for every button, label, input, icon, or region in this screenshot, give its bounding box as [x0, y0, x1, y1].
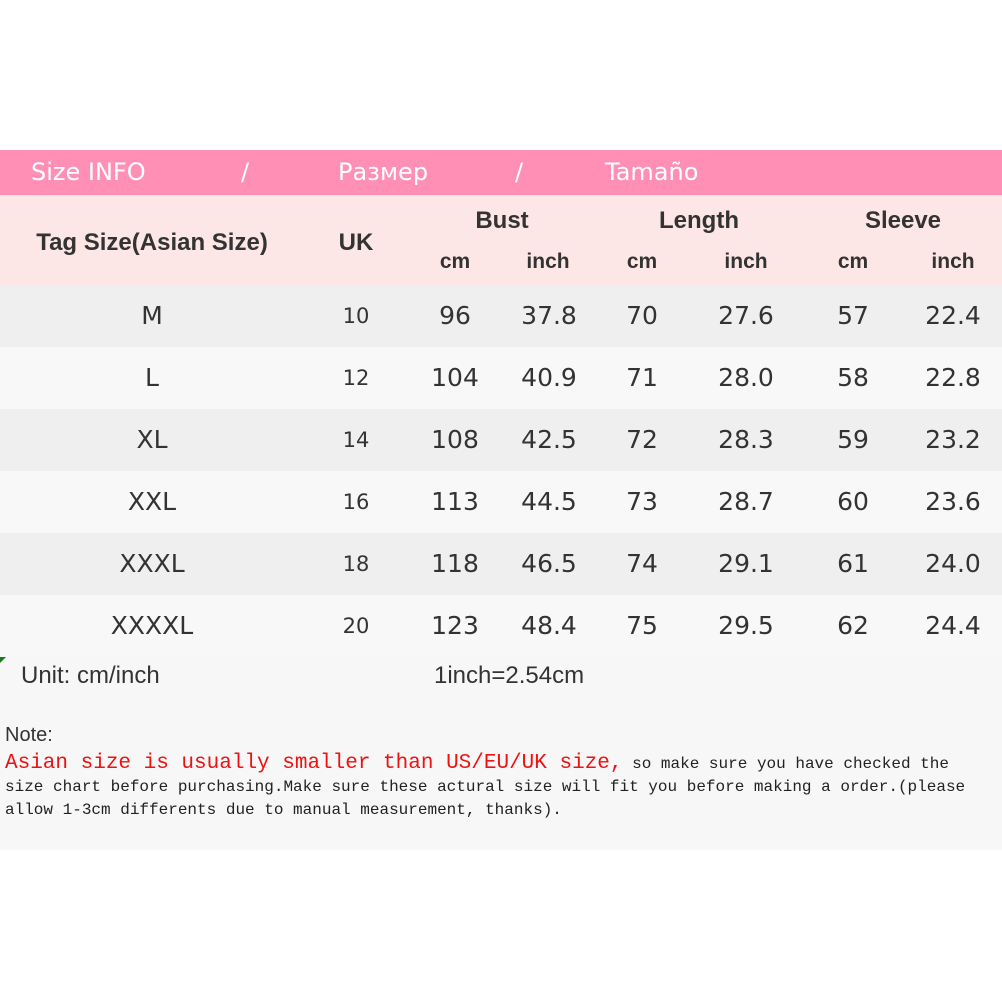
- cell-uk-size: 16: [342, 490, 370, 514]
- cell-bust-cm: 108: [431, 425, 479, 454]
- note-warning: Asian size is usually smaller than US/EU…: [5, 752, 623, 775]
- cell-length-cm: 73: [626, 487, 658, 516]
- table-row: XL 14 108 42.5 72 28.3 59 23.2: [0, 409, 1002, 471]
- cell-uk-size: 18: [342, 552, 370, 576]
- cell-length-inch: 27.6: [718, 301, 774, 330]
- cell-uk-size: 20: [342, 614, 370, 638]
- cell-sleeve-cm: 59: [837, 425, 869, 454]
- header-unit-inch: inch: [931, 250, 975, 273]
- note-label: Note:: [5, 724, 53, 746]
- size-table-body: M 10 96 37.8 70 27.6 57 22.4 L 12 104 40.9 71 28.0 58 2…: [0, 285, 1002, 657]
- table-row: XXL 16 113 44.5 73 28.7 60 23.6: [0, 471, 1002, 533]
- cell-tag-size: XXXXL: [110, 611, 194, 640]
- header-tag-size: Tag Size(Asian Size): [36, 229, 268, 256]
- header-unit-inch: inch: [724, 250, 768, 273]
- note-text: Asian size is usually smaller than US/EU…: [5, 752, 995, 822]
- cell-sleeve-cm: 58: [837, 363, 869, 392]
- banner-separator: /: [241, 158, 250, 186]
- cell-uk-size: 10: [342, 304, 370, 328]
- cell-sleeve-inch: 23.2: [925, 425, 981, 454]
- cell-sleeve-cm: 60: [837, 487, 869, 516]
- cell-length-cm: 71: [626, 363, 658, 392]
- table-row: XXXL 18 118 46.5 74 29.1 61 24.0: [0, 533, 1002, 595]
- cell-bust-inch: 40.9: [521, 363, 577, 392]
- cell-uk-size: 14: [342, 428, 370, 452]
- cell-bust-inch: 46.5: [521, 549, 577, 578]
- cell-sleeve-cm: 57: [837, 301, 869, 330]
- conversion-label: 1inch=2.54cm: [434, 662, 585, 689]
- cell-tag-size: XL: [136, 425, 168, 454]
- header-bust: Bust: [475, 207, 529, 234]
- cell-length-cm: 70: [626, 301, 658, 330]
- cell-sleeve-cm: 62: [837, 611, 869, 640]
- size-info-banner: Size INFO / Размер / Tamaño: [0, 150, 1002, 195]
- cell-length-inch: 29.5: [718, 611, 774, 640]
- cell-length-inch: 28.3: [718, 425, 774, 454]
- cell-tag-size: L: [145, 363, 159, 392]
- banner-title-en: Size INFO: [31, 158, 146, 186]
- cell-sleeve-cm: 61: [837, 549, 869, 578]
- cell-bust-cm: 118: [431, 549, 479, 578]
- banner-title-ru: Размер: [338, 158, 429, 186]
- cell-bust-cm: 113: [431, 487, 479, 516]
- table-header: Tag Size(Asian Size) UK Bust Length Slee…: [0, 195, 1002, 285]
- cell-sleeve-inch: 22.4: [925, 301, 981, 330]
- cell-bust-cm: 123: [431, 611, 479, 640]
- cell-bust-inch: 37.8: [521, 301, 577, 330]
- cell-tag-size: M: [141, 301, 163, 330]
- table-row: XXXXL 20 123 48.4 75 29.5 62 24.4: [0, 595, 1002, 657]
- cell-tag-size: XXL: [127, 487, 177, 516]
- cell-sleeve-inch: 22.8: [925, 363, 981, 392]
- header-uk: UK: [338, 229, 374, 256]
- cell-length-inch: 28.7: [718, 487, 774, 516]
- header-unit-cm: cm: [837, 250, 869, 273]
- banner-separator: /: [515, 158, 524, 186]
- cell-length-cm: 72: [626, 425, 658, 454]
- cell-length-inch: 28.0: [718, 363, 774, 392]
- corner-mark: [0, 657, 6, 663]
- cell-length-cm: 75: [626, 611, 658, 640]
- unit-label: Unit: cm/inch: [21, 662, 160, 689]
- cell-uk-size: 12: [342, 366, 370, 390]
- cell-sleeve-inch: 23.6: [925, 487, 981, 516]
- cell-tag-size: XXXL: [119, 549, 185, 578]
- cell-length-inch: 29.1: [718, 549, 774, 578]
- note-details: so make sure you have checked the size c…: [5, 755, 966, 819]
- header-unit-cm: cm: [626, 250, 658, 273]
- cell-sleeve-inch: 24.0: [925, 549, 981, 578]
- cell-bust-cm: 104: [431, 363, 479, 392]
- cell-length-cm: 74: [626, 549, 658, 578]
- cell-bust-inch: 48.4: [521, 611, 577, 640]
- table-row: M 10 96 37.8 70 27.6 57 22.4: [0, 285, 1002, 347]
- cell-bust-inch: 44.5: [521, 487, 577, 516]
- cell-sleeve-inch: 24.4: [925, 611, 981, 640]
- cell-bust-cm: 96: [439, 301, 471, 330]
- header-unit-cm: cm: [439, 250, 471, 273]
- footer-notes: Unit: cm/inch 1inch=2.54cm Note: Asian s…: [0, 657, 1002, 850]
- cell-bust-inch: 42.5: [521, 425, 577, 454]
- banner-title-es: Tamaño: [605, 158, 699, 186]
- header-unit-inch: inch: [526, 250, 570, 273]
- table-row: L 12 104 40.9 71 28.0 58 22.8: [0, 347, 1002, 409]
- header-length: Length: [659, 207, 739, 234]
- header-sleeve: Sleeve: [864, 207, 942, 234]
